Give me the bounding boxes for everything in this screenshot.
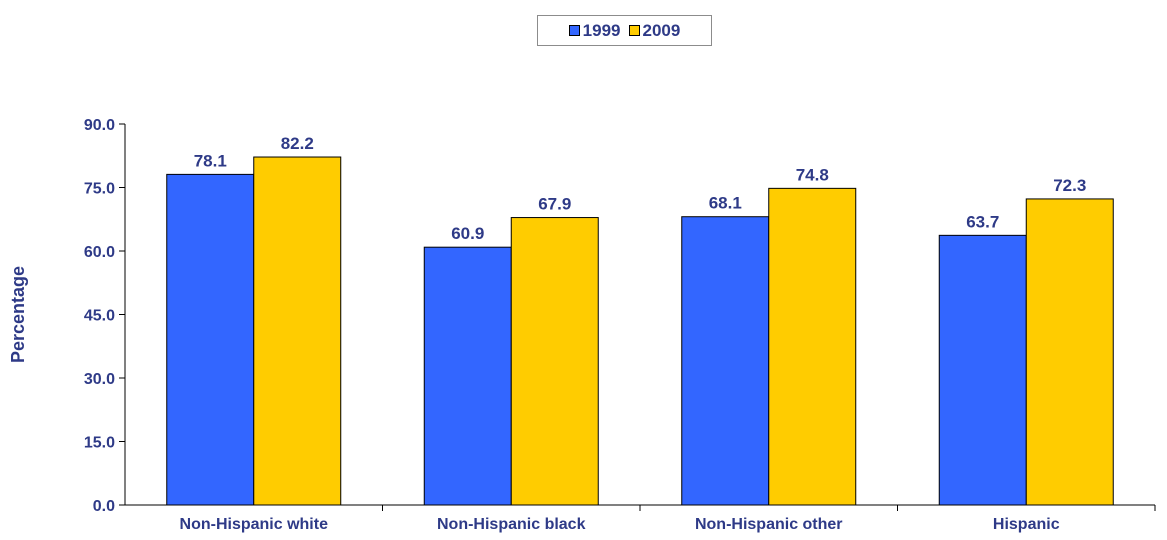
y-tick-label: 0.0 <box>93 498 115 515</box>
legend-item-1999: 1999 <box>568 20 621 41</box>
bar-1999-2 <box>681 216 770 506</box>
y-tick-label: 30.0 <box>84 371 115 388</box>
bar-1999-0 <box>166 173 255 506</box>
legend-label-1999: 1999 <box>582 20 621 40</box>
bar-1999-1 <box>423 246 512 506</box>
data-label-1999-0: 78.1 <box>194 151 227 170</box>
data-label-2009-0: 82.2 <box>281 134 314 153</box>
legend-swatch-1999 <box>568 25 580 36</box>
x-tick-label: Hispanic <box>993 516 1060 533</box>
data-label-2009-1: 67.9 <box>538 195 571 214</box>
y-tick-label: 60.0 <box>84 244 115 261</box>
x-tick-label: Non-Hispanic white <box>180 516 329 533</box>
bar-2009-0 <box>253 156 342 506</box>
y-tick-label: 75.0 <box>84 181 115 198</box>
bar-2009-1 <box>510 217 599 506</box>
bar-1999-3 <box>938 234 1027 506</box>
y-tick-label: 45.0 <box>84 308 115 325</box>
legend: 1999 2009 <box>537 15 712 46</box>
data-label-1999-2: 68.1 <box>709 194 742 213</box>
data-label-1999-3: 63.7 <box>966 212 999 231</box>
legend-label-2009: 2009 <box>642 20 681 40</box>
y-axis-label: Percentage <box>8 266 28 363</box>
y-tick-label: 15.0 <box>84 435 115 452</box>
y-tick-label: 90.0 <box>84 117 115 134</box>
data-label-2009-2: 74.8 <box>796 165 829 184</box>
data-label-2009-3: 72.3 <box>1053 176 1086 195</box>
x-tick-label: Non-Hispanic other <box>695 516 843 533</box>
legend-item-2009: 2009 <box>628 20 681 41</box>
bar-2009-2 <box>768 187 857 506</box>
legend-swatch-2009 <box>628 25 640 36</box>
x-tick-label: Non-Hispanic black <box>437 516 586 533</box>
bar-2009-3 <box>1025 198 1114 506</box>
data-label-1999-1: 60.9 <box>451 224 484 243</box>
